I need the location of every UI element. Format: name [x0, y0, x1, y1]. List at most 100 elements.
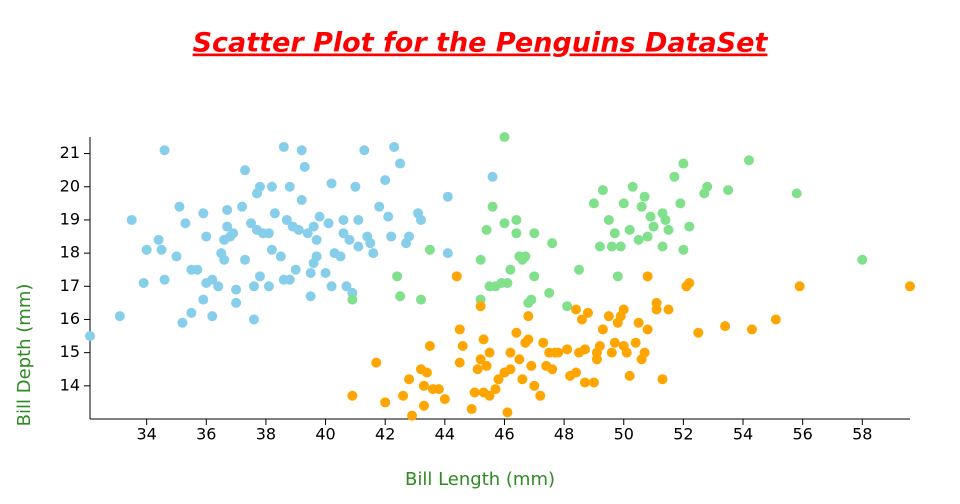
scatter-point — [338, 228, 349, 239]
x-tick-label: 34 — [136, 425, 156, 444]
scatter-point — [237, 201, 248, 212]
x-tick-label: 58 — [852, 425, 872, 444]
scatter-point — [484, 347, 495, 358]
scatter-point — [746, 324, 757, 335]
scatter-point — [126, 214, 137, 225]
scatter-point — [606, 241, 617, 252]
scatter-point — [85, 331, 95, 342]
scatter-point — [222, 204, 233, 215]
x-tick-label: 56 — [792, 425, 812, 444]
scatter-point — [770, 314, 781, 325]
scatter-point — [642, 324, 653, 335]
scatter-point — [493, 374, 504, 385]
y-tick-label: 16 — [60, 309, 80, 328]
scatter-point — [439, 394, 450, 405]
y-axis-title: Bill Depth (mm) — [14, 284, 35, 427]
scatter-point — [618, 198, 629, 209]
scatter-point — [171, 251, 182, 262]
scatter-point — [582, 307, 593, 318]
scatter-point — [657, 241, 668, 252]
scatter-point — [520, 337, 531, 348]
scatter-point — [481, 360, 492, 371]
scatter-point — [621, 347, 632, 358]
scatter-point — [174, 201, 185, 212]
scatter-point — [475, 354, 486, 365]
scatter-point — [418, 380, 429, 391]
scatter-point — [481, 224, 492, 235]
scatter-point — [219, 254, 230, 265]
scatter-point — [642, 231, 653, 242]
scatter-point — [603, 214, 614, 225]
x-tick-label: 50 — [614, 425, 634, 444]
scatter-point — [424, 341, 435, 352]
scatter-point — [275, 251, 286, 262]
scatter-point — [577, 314, 587, 325]
scatter-point — [263, 281, 274, 292]
scatter-point — [484, 390, 495, 401]
scatter-point — [326, 178, 337, 189]
scatter-point — [487, 201, 498, 212]
scatter-point — [514, 354, 525, 365]
scatter-point — [201, 231, 212, 242]
scatter-point — [630, 337, 641, 348]
scatter-point — [475, 301, 486, 312]
scatter-point — [857, 254, 868, 265]
scatter-point — [669, 171, 680, 182]
scatter-point — [702, 181, 713, 192]
scatter-point — [612, 271, 623, 282]
scatter-point — [404, 231, 415, 242]
scatter-point — [571, 304, 582, 315]
scatter-point — [651, 297, 662, 308]
scatter-point — [466, 404, 477, 415]
scatter-point — [526, 360, 537, 371]
scatter-point — [574, 264, 585, 275]
scatter-point — [511, 327, 522, 338]
scatter-point — [523, 311, 534, 322]
x-tick-label: 40 — [315, 425, 335, 444]
scatter-point — [293, 224, 304, 235]
scatter-point — [609, 337, 620, 348]
scatter-point — [791, 188, 802, 199]
scatter-point — [636, 201, 647, 212]
scatter-point — [648, 221, 659, 232]
scatter-point — [433, 384, 444, 395]
scatter-point — [305, 291, 316, 302]
scatter-point — [633, 234, 644, 245]
scatter-point — [597, 185, 608, 196]
scatter-point — [442, 248, 453, 259]
scatter-point — [240, 254, 251, 265]
scatter-point — [404, 374, 415, 385]
scatter-point — [350, 181, 361, 192]
scatter-point — [308, 221, 319, 232]
y-tick-label: 17 — [60, 276, 80, 295]
scatter-point — [442, 191, 453, 202]
scatter-point — [490, 384, 501, 395]
x-tick-label: 46 — [494, 425, 514, 444]
scatter-point — [311, 251, 322, 262]
scatter-point — [380, 175, 391, 186]
scatter-point — [323, 218, 334, 229]
scatter-point — [141, 244, 152, 255]
scatter-point — [314, 211, 325, 222]
scatter-point — [663, 224, 674, 235]
scatter-point — [743, 155, 754, 166]
scatter-point — [254, 271, 265, 282]
scatter-point — [636, 354, 647, 365]
x-tick-label: 36 — [196, 425, 216, 444]
scatter-point — [395, 158, 406, 169]
scatter-point — [368, 248, 379, 259]
y-tick-label: 18 — [60, 243, 80, 262]
scatter-point — [380, 397, 391, 408]
scatter-point — [347, 390, 358, 401]
scatter-point — [505, 347, 516, 358]
scatter-point — [627, 181, 638, 192]
scatter-point — [496, 277, 507, 288]
scatter-point — [383, 211, 394, 222]
scatter-point — [684, 221, 695, 232]
scatter-point — [231, 284, 242, 295]
scatter-point — [290, 264, 301, 275]
scatter-point — [407, 410, 418, 421]
scatter-point — [341, 281, 352, 292]
scatter-point — [505, 264, 516, 275]
scatter-point — [469, 387, 480, 398]
